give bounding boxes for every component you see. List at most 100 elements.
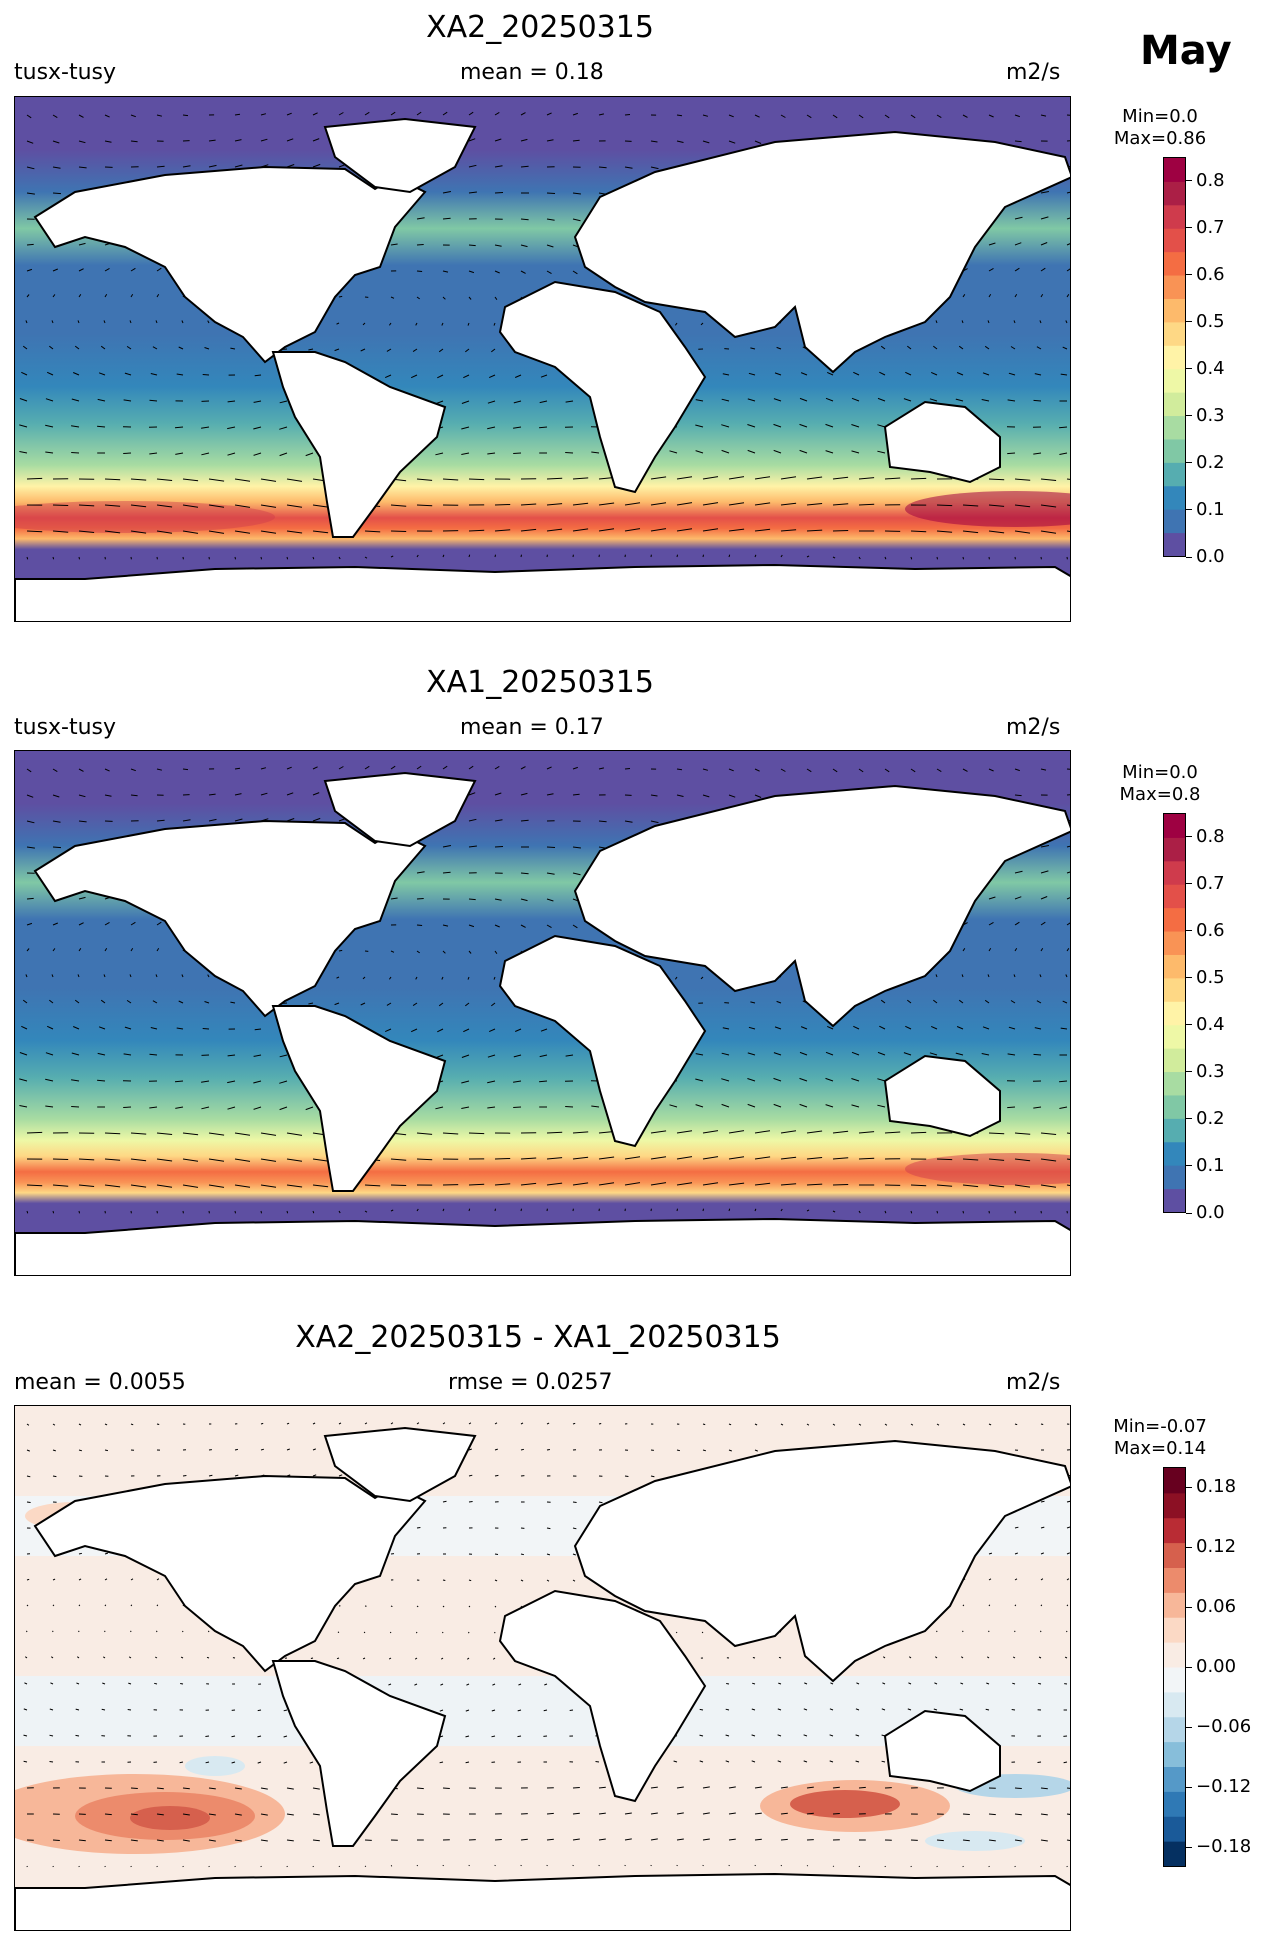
vector-arrow — [494, 1839, 502, 1841]
vector-arrow — [416, 504, 433, 507]
vector-arrow — [149, 1106, 158, 1109]
vector-arrow — [253, 452, 262, 456]
vector-arrow — [832, 1157, 849, 1160]
panel-1-map-canvas — [15, 97, 1070, 621]
vector-arrow — [987, 320, 990, 324]
vector-arrow — [598, 767, 605, 770]
vector-arrow — [208, 1132, 225, 1136]
vector-arrow — [390, 1605, 393, 1608]
vector-arrow — [104, 504, 121, 507]
vector-arrow — [1014, 1787, 1022, 1789]
vector-arrow — [463, 374, 470, 379]
vector-arrow — [388, 976, 392, 980]
vector-arrow — [988, 896, 996, 900]
vector-arrow — [182, 819, 191, 822]
vector-arrow — [747, 1052, 756, 1056]
vector-arrow — [416, 924, 423, 926]
vector-arrow — [748, 372, 756, 376]
vector-arrow — [806, 503, 823, 506]
vector-arrow — [1040, 1604, 1043, 1607]
vector-arrow — [416, 1605, 419, 1608]
vector-arrow — [695, 399, 704, 402]
vector-arrow — [52, 1449, 56, 1452]
vector-arrow — [780, 1156, 797, 1160]
vector-arrow — [829, 1734, 834, 1737]
vector-arrow — [104, 1552, 109, 1555]
vector-arrow — [699, 1760, 704, 1763]
vector-arrow — [78, 530, 95, 533]
vector-arrow — [598, 113, 605, 116]
vector-arrow — [676, 1812, 684, 1815]
vector-arrow — [695, 1104, 704, 1108]
vector-arrow — [751, 1760, 756, 1763]
vector-arrow — [1007, 399, 1016, 402]
vector-arrow — [728, 528, 745, 532]
vector-arrow — [442, 270, 449, 273]
vector-arrow — [468, 765, 474, 770]
vector-arrow — [702, 1208, 704, 1212]
vector-arrow — [204, 1001, 210, 1004]
vector-arrow — [312, 530, 329, 534]
vector-arrow — [595, 1761, 600, 1763]
vector-arrow — [227, 1054, 236, 1057]
vector-arrow — [565, 1054, 574, 1057]
vector-arrow — [906, 999, 912, 1004]
vector-arrow — [26, 166, 35, 170]
panel-3-colorbar-gradient — [1164, 1468, 1185, 1866]
vector-arrow — [1040, 1184, 1057, 1188]
vector-arrow — [227, 452, 236, 456]
vector-arrow — [234, 1813, 242, 1816]
vector-arrow — [156, 267, 162, 272]
vector-arrow — [442, 950, 446, 954]
vector-arrow — [702, 554, 704, 558]
vector-arrow — [858, 1786, 866, 1789]
vector-arrow — [726, 1683, 730, 1685]
vector-arrow — [129, 974, 132, 978]
vector-arrow — [675, 1631, 678, 1634]
vector-arrow — [799, 1103, 808, 1108]
vector-arrow — [52, 530, 69, 533]
vector-arrow — [52, 114, 58, 119]
vector-arrow — [104, 114, 110, 118]
vector-arrow — [962, 1839, 970, 1842]
vector-arrow — [286, 1210, 289, 1214]
vector-arrow — [513, 400, 522, 404]
vector-arrow — [984, 345, 990, 350]
vector-arrow — [728, 1786, 736, 1789]
panel-3-colorbar — [1163, 1467, 1186, 1867]
vector-arrow — [390, 1813, 398, 1815]
vector-arrow — [650, 476, 667, 480]
vector-arrow — [780, 1838, 788, 1841]
vector-arrow — [776, 346, 782, 350]
vector-arrow — [101, 1708, 106, 1711]
vector-arrow — [806, 529, 823, 532]
vector-arrow — [1014, 896, 1022, 900]
vector-arrow — [961, 320, 964, 324]
colorbar-tick-label: 0.5 — [1196, 310, 1225, 332]
vector-arrow — [388, 1657, 392, 1660]
vector-arrow — [390, 950, 395, 953]
vector-arrow — [46, 371, 54, 376]
vector-arrow — [777, 1760, 782, 1763]
vector-arrow — [540, 374, 548, 378]
vector-arrow — [156, 768, 163, 771]
vector-arrow — [520, 1579, 524, 1582]
vector-arrow — [312, 792, 320, 796]
vector-arrow — [777, 1708, 782, 1711]
vector-arrow — [650, 1156, 667, 1160]
vector-arrow — [438, 1002, 444, 1007]
vector-arrow — [855, 1708, 860, 1711]
vector-arrow — [468, 818, 477, 822]
vector-arrow — [305, 452, 314, 457]
vector-arrow — [78, 140, 86, 144]
vector-arrow — [416, 244, 424, 246]
vector-arrow — [45, 451, 54, 454]
colorbar-tick-mark — [1186, 227, 1192, 229]
vector-arrow — [468, 554, 471, 558]
vector-arrow — [26, 768, 32, 773]
vector-arrow — [231, 1761, 236, 1764]
vector-arrow — [1063, 1761, 1068, 1764]
vector-arrow — [907, 1708, 912, 1711]
vector-arrow — [699, 1708, 704, 1711]
vector-arrow — [76, 1682, 80, 1685]
